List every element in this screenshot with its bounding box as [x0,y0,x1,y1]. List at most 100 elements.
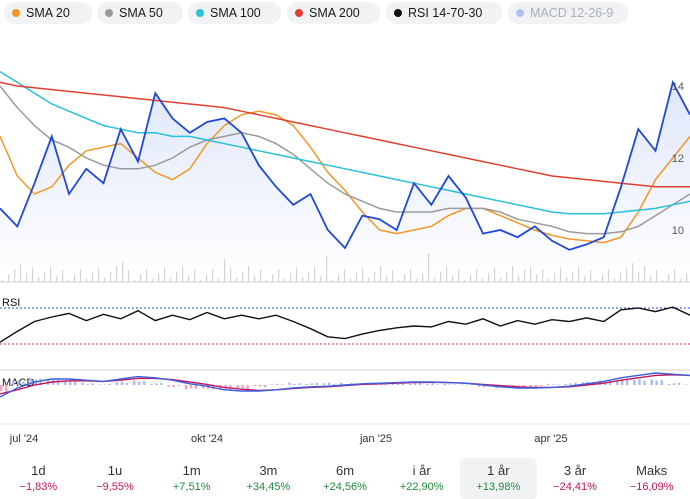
chip-label: SMA 100 [210,6,261,20]
macd-histogram-bar [426,383,429,386]
macd-histogram-bar [281,384,284,385]
period-label: Maks [636,463,668,478]
macd-histogram-bar [276,383,279,385]
period-button[interactable]: i år +22,90% [383,458,460,499]
macd-histogram-bar [236,385,239,390]
macd-histogram-bar [384,383,387,385]
macd-histogram-bar [638,379,641,385]
period-change: +34,45% [246,481,291,493]
macd-histogram-bar [288,382,291,385]
x-tick-label: jan '25 [359,433,392,445]
macd-histogram-bar [564,383,567,385]
period-change: +22,90% [399,481,444,493]
chip-label: RSI 14-70-30 [408,6,483,20]
period-button[interactable]: 6m +24,56% [307,458,384,499]
period-change: +13,98% [476,481,521,493]
macd-histogram-bar [332,383,336,385]
volume-bar [8,274,10,282]
macd-histogram-bar [633,380,636,385]
period-label: 6m [335,463,355,478]
volume-bar [278,268,280,282]
volume-bar [194,270,196,282]
price-area [0,82,690,267]
volume-bar [398,280,400,282]
volume-bar [38,277,40,282]
volume-bar [320,275,322,282]
period-button[interactable]: Maks −16,09% [613,458,690,499]
macd-histogram-bar [650,379,653,385]
chip-sma-200[interactable]: SMA 200 [287,2,380,24]
macd-histogram-bar [621,380,624,385]
macd-histogram-bar [608,381,612,385]
volume-bar [560,267,562,282]
volume-bar [686,273,688,282]
macd-histogram-bar [460,384,464,385]
volume-bar [140,274,142,282]
macd-histogram-bar [271,384,274,385]
macd-histogram-bar [547,383,550,385]
chip-sma-50[interactable]: SMA 50 [97,2,183,24]
macd-histogram-bar [557,384,560,385]
period-label: 1m [182,463,201,478]
macd-histogram-bar [396,383,400,385]
chip-label: SMA 20 [26,6,70,20]
chip-sma-20[interactable]: SMA 20 [4,2,92,24]
volume-bar [284,278,286,282]
volume-bar [98,267,100,282]
volume-bar [212,268,214,282]
macd-histogram-bar [17,380,20,385]
macd-histogram-bar [125,382,129,385]
volume-bar [116,266,118,282]
price-axis: 10 12 14 [672,81,684,237]
macd-histogram-bar [310,383,313,385]
volume-bar [68,280,70,282]
period-button[interactable]: 1 år +13,98% [460,458,537,499]
volume-bar [596,280,598,282]
volume-bar [572,271,574,282]
macd-histogram-bar [39,378,42,385]
macd-histogram-bar [677,382,681,385]
sma-20-dot-icon [12,9,20,17]
volume-bar [134,280,136,282]
volume-bar [566,277,568,282]
volume-bar [524,270,526,282]
volume-bar [416,278,418,282]
x-axis: jul '24 okt '24 jan '25 apr '25 [9,433,568,445]
macd-histogram-bar [401,383,405,385]
chip-label: SMA 50 [119,6,163,20]
period-button[interactable]: 1m +7,51% [153,458,230,499]
chip-sma-100[interactable]: SMA 100 [188,2,281,24]
period-button[interactable]: 1d −1,83% [0,458,77,499]
period-button[interactable]: 3m +34,45% [230,458,307,499]
macd-histogram-bar [431,383,434,386]
macd-histogram-bar [143,381,146,385]
volume-bar [368,277,370,282]
volume-bar [170,277,172,282]
macd-histogram-bar [305,383,308,385]
macd-histogram-bar [133,380,136,385]
volume-bar [632,263,634,282]
macd-histogram-bar [150,383,153,385]
chip-macd[interactable]: MACD 12-26-9 [508,2,628,24]
volume-bar [344,268,346,282]
macd-histogram-bar [552,384,555,385]
chip-label: MACD 12-26-9 [530,6,614,20]
macd-histogram-bar [0,385,3,392]
sma-200-line [0,81,690,188]
volume-bar [260,270,262,282]
sma-100-line [0,70,690,215]
chip-rsi[interactable]: RSI 14-70-30 [386,2,502,24]
macd-histogram-bar [539,385,543,387]
volume-bar [500,277,502,282]
period-button[interactable]: 3 år −24,41% [537,458,614,499]
period-button[interactable]: 1u −9,55% [77,458,154,499]
volume-bar [386,275,388,282]
period-change: −1,83% [19,481,58,493]
volume-bar [554,273,556,282]
volume-bar [356,273,358,282]
macd-histogram-bar [22,381,25,385]
macd-histogram-bar [241,385,244,389]
macd-histogram-bar [98,384,101,385]
volume-bar [50,266,52,282]
